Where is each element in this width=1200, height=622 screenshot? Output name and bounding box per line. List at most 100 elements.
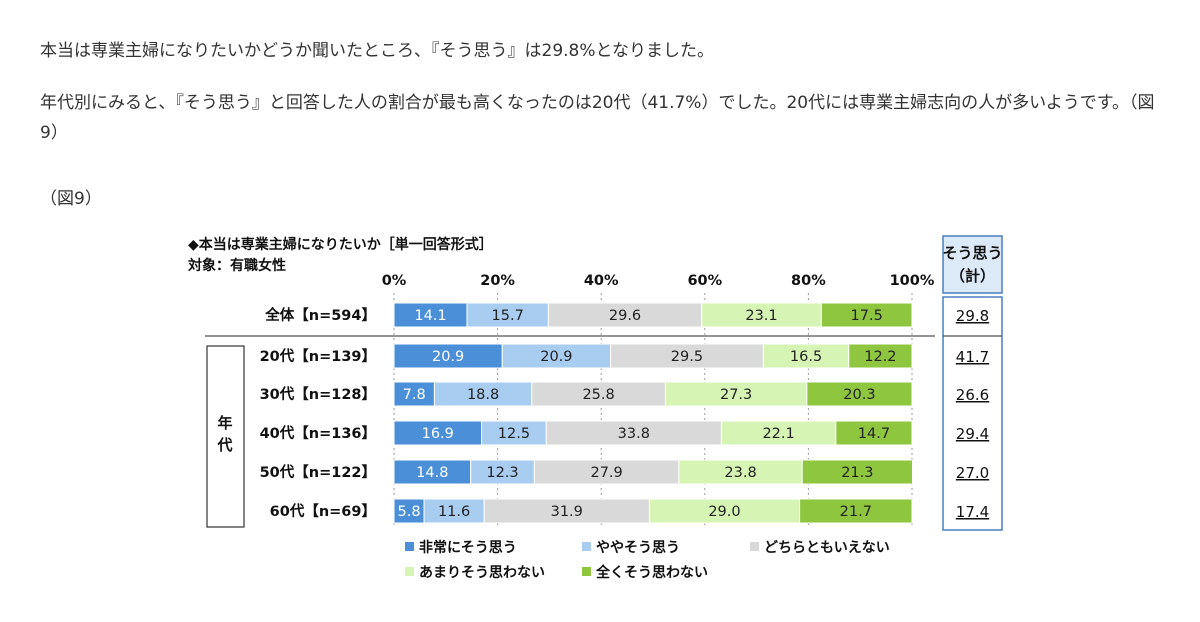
group-box bbox=[206, 345, 245, 528]
legend-swatch bbox=[582, 567, 591, 576]
bar-segment bbox=[835, 420, 913, 446]
data-label: 20.3 bbox=[843, 387, 875, 403]
legend-label: ややそう思う bbox=[596, 540, 680, 556]
legend-swatch bbox=[750, 542, 759, 551]
group-label-char: 代 bbox=[216, 436, 232, 454]
bar-segment bbox=[470, 459, 535, 485]
article-paragraph-2: 年代別にみると、『そう思う』と回答した人の割合が最も高くなったのは20代（41.… bbox=[40, 93, 1155, 143]
summary-body-box bbox=[942, 296, 1003, 531]
row-label: 20代【n=139】 bbox=[260, 347, 376, 365]
data-label: 23.1 bbox=[745, 308, 777, 324]
legend-swatch bbox=[405, 542, 414, 551]
age-group-box: 年代 bbox=[206, 345, 245, 528]
x-tick-label: 60% bbox=[687, 273, 722, 289]
data-label: 17.5 bbox=[851, 308, 883, 324]
x-tick-label: 80% bbox=[791, 273, 826, 289]
row-label: 50代【n=122】 bbox=[260, 463, 376, 481]
legend-swatch bbox=[582, 542, 591, 551]
data-label: 20.9 bbox=[540, 349, 572, 365]
bar-segment bbox=[820, 302, 913, 328]
bar-segment bbox=[799, 498, 913, 524]
row-label: 全体【n=594】 bbox=[264, 306, 376, 324]
bar-segment bbox=[481, 420, 547, 446]
summary-total: 26.6 bbox=[956, 386, 989, 404]
x-tick-label: 40% bbox=[584, 273, 619, 289]
data-label: 11.6 bbox=[438, 504, 470, 520]
data-label: 22.1 bbox=[762, 426, 794, 442]
bar-segment bbox=[762, 343, 850, 369]
summary-total: 29.8 bbox=[956, 307, 989, 325]
bar-segment bbox=[433, 381, 533, 407]
bar-segment bbox=[393, 420, 483, 446]
row-label: 60代【n=69】 bbox=[270, 502, 376, 520]
bar-segment bbox=[466, 302, 549, 328]
data-label: 14.7 bbox=[858, 426, 890, 442]
data-label: 27.9 bbox=[590, 465, 622, 481]
bar-segment bbox=[678, 459, 803, 485]
data-label: 20.9 bbox=[432, 349, 464, 365]
data-label: 27.3 bbox=[720, 387, 752, 403]
row-label: 40代【n=136】 bbox=[260, 424, 376, 442]
data-label: 21.7 bbox=[840, 504, 872, 520]
data-label: 18.8 bbox=[467, 387, 499, 403]
x-tick-label: 0% bbox=[382, 273, 407, 289]
bar-segment bbox=[545, 420, 722, 446]
bar-segment bbox=[664, 381, 808, 407]
chart-title: ◆本当は専業主婦になりたいか［単一回答形式］ bbox=[188, 236, 493, 253]
data-label: 33.8 bbox=[618, 426, 650, 442]
legend-label: 非常にそう思う bbox=[419, 539, 517, 556]
data-label: 12.3 bbox=[486, 465, 518, 481]
bar-rows: 全体【n=594】 14.1 15.7 29.6 23.1 17.5 20代【n=139】 2… bbox=[205, 302, 935, 524]
data-label: 21.3 bbox=[841, 465, 873, 481]
data-label: 31.9 bbox=[551, 504, 583, 520]
legend-label: どちらともいえない bbox=[764, 540, 890, 556]
bar-segment bbox=[531, 381, 666, 407]
summary-header-box bbox=[942, 235, 1003, 294]
data-label: 23.8 bbox=[724, 465, 756, 481]
data-label: 29.5 bbox=[671, 349, 703, 365]
x-tick-label: 100% bbox=[890, 273, 935, 289]
x-tick-label: 20% bbox=[480, 273, 515, 289]
bar-segment bbox=[533, 459, 680, 485]
legend-label: 全くそう思わない bbox=[595, 564, 708, 581]
x-axis-ticks: 0% 20% 40% 60% 80% 100% bbox=[382, 273, 935, 527]
bar-segment bbox=[393, 381, 435, 407]
bar-segment bbox=[393, 498, 425, 524]
chart-subtitle: 対象：有職女性 bbox=[187, 257, 286, 274]
data-label: 29.0 bbox=[708, 504, 740, 520]
data-label: 16.5 bbox=[790, 349, 822, 365]
article-paragraph-1: 本当は専業主婦になりたいかどうか聞いたところ、『そう思う』は29.8%となりまし… bbox=[40, 41, 714, 61]
data-label: 12.5 bbox=[498, 426, 530, 442]
summary-header-line1: そう思う bbox=[942, 244, 1002, 262]
data-label: 29.6 bbox=[609, 308, 641, 324]
bar-segment bbox=[501, 343, 612, 369]
data-label: 16.9 bbox=[422, 426, 454, 442]
row-label: 30代【n=128】 bbox=[260, 385, 376, 403]
data-label: 5.8 bbox=[397, 504, 420, 520]
data-label: 25.8 bbox=[582, 387, 614, 403]
bar-segment bbox=[801, 459, 914, 485]
bar-segment bbox=[648, 498, 801, 524]
bar-segment bbox=[701, 302, 822, 328]
summary-total: 17.4 bbox=[956, 503, 989, 521]
bar-segment bbox=[610, 343, 764, 369]
data-label: 14.8 bbox=[416, 465, 448, 481]
bar-segment bbox=[547, 302, 703, 328]
summary-header-line2: （計） bbox=[950, 267, 995, 285]
summary-total: 29.4 bbox=[956, 425, 989, 443]
bar-segment bbox=[806, 381, 913, 407]
bar-segment bbox=[393, 302, 468, 328]
data-label: 12.2 bbox=[864, 349, 896, 365]
data-label: 14.1 bbox=[414, 308, 446, 324]
group-label-char: 年 bbox=[217, 414, 232, 432]
summary-total: 27.0 bbox=[956, 464, 989, 482]
data-label: 7.8 bbox=[403, 387, 426, 403]
figure-label: （図9） bbox=[40, 189, 102, 209]
bar-segment bbox=[848, 343, 913, 369]
legend-label: あまりそう思わない bbox=[419, 565, 545, 581]
legend-swatch bbox=[405, 567, 414, 576]
summary-total: 41.7 bbox=[956, 348, 989, 366]
summary-column: そう思う （計） 29.8 41.7 26.6 29.4 27.0 17.4 bbox=[942, 235, 1003, 531]
